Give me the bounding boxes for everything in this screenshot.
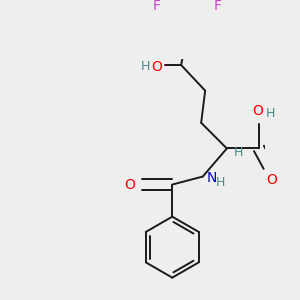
Text: O: O	[252, 104, 263, 118]
Text: F: F	[214, 0, 222, 13]
Text: H: H	[266, 106, 275, 120]
Text: N: N	[207, 171, 217, 185]
Text: H: H	[233, 146, 243, 159]
Text: H: H	[216, 176, 225, 190]
Text: O: O	[266, 172, 277, 187]
Text: F: F	[153, 0, 161, 13]
Text: O: O	[151, 60, 162, 74]
Text: O: O	[124, 178, 135, 192]
Text: H: H	[141, 60, 151, 73]
